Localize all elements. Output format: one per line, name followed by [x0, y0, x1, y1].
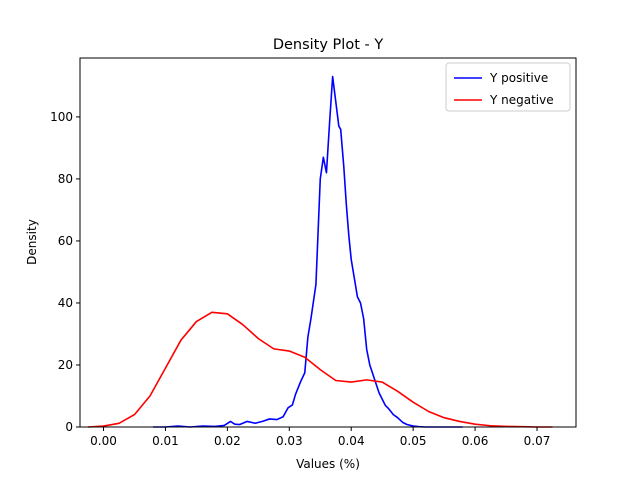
y-tick-label: 40 [58, 296, 73, 310]
x-tick-label: 0.07 [524, 434, 551, 448]
x-axis: 0.00 0.01 0.02 0.03 0.04 0.05 0.06 0.07 [90, 427, 550, 448]
series-line-y-negative [88, 311, 553, 428]
x-tick-label: 0.00 [90, 434, 117, 448]
legend: Y positive Y negative [445, 62, 571, 112]
y-tick-label: 60 [58, 234, 73, 248]
y-axis-label: Density [25, 219, 39, 265]
x-tick-label: 0.03 [276, 434, 303, 448]
y-tick-label: 80 [58, 172, 73, 186]
legend-label: Y negative [489, 93, 554, 107]
x-tick-label: 0.02 [214, 434, 241, 448]
chart-title: Density Plot - Y [273, 37, 384, 53]
x-tick-label: 0.04 [338, 434, 365, 448]
y-tick-label: 100 [50, 110, 73, 124]
series-line-y-positive [153, 75, 463, 428]
legend-label: Y positive [489, 71, 548, 85]
legend-box [445, 62, 571, 112]
x-tick-label: 0.06 [462, 434, 489, 448]
y-axis: 0 20 40 60 80 100 [50, 110, 80, 434]
plot-frame [79, 57, 577, 428]
x-tick-label: 0.05 [400, 434, 427, 448]
x-axis-label: Values (%) [296, 457, 360, 471]
x-tick-label: 0.01 [152, 434, 179, 448]
y-tick-label: 20 [58, 358, 73, 372]
plot-area [88, 75, 553, 428]
y-tick-label: 0 [65, 420, 73, 434]
